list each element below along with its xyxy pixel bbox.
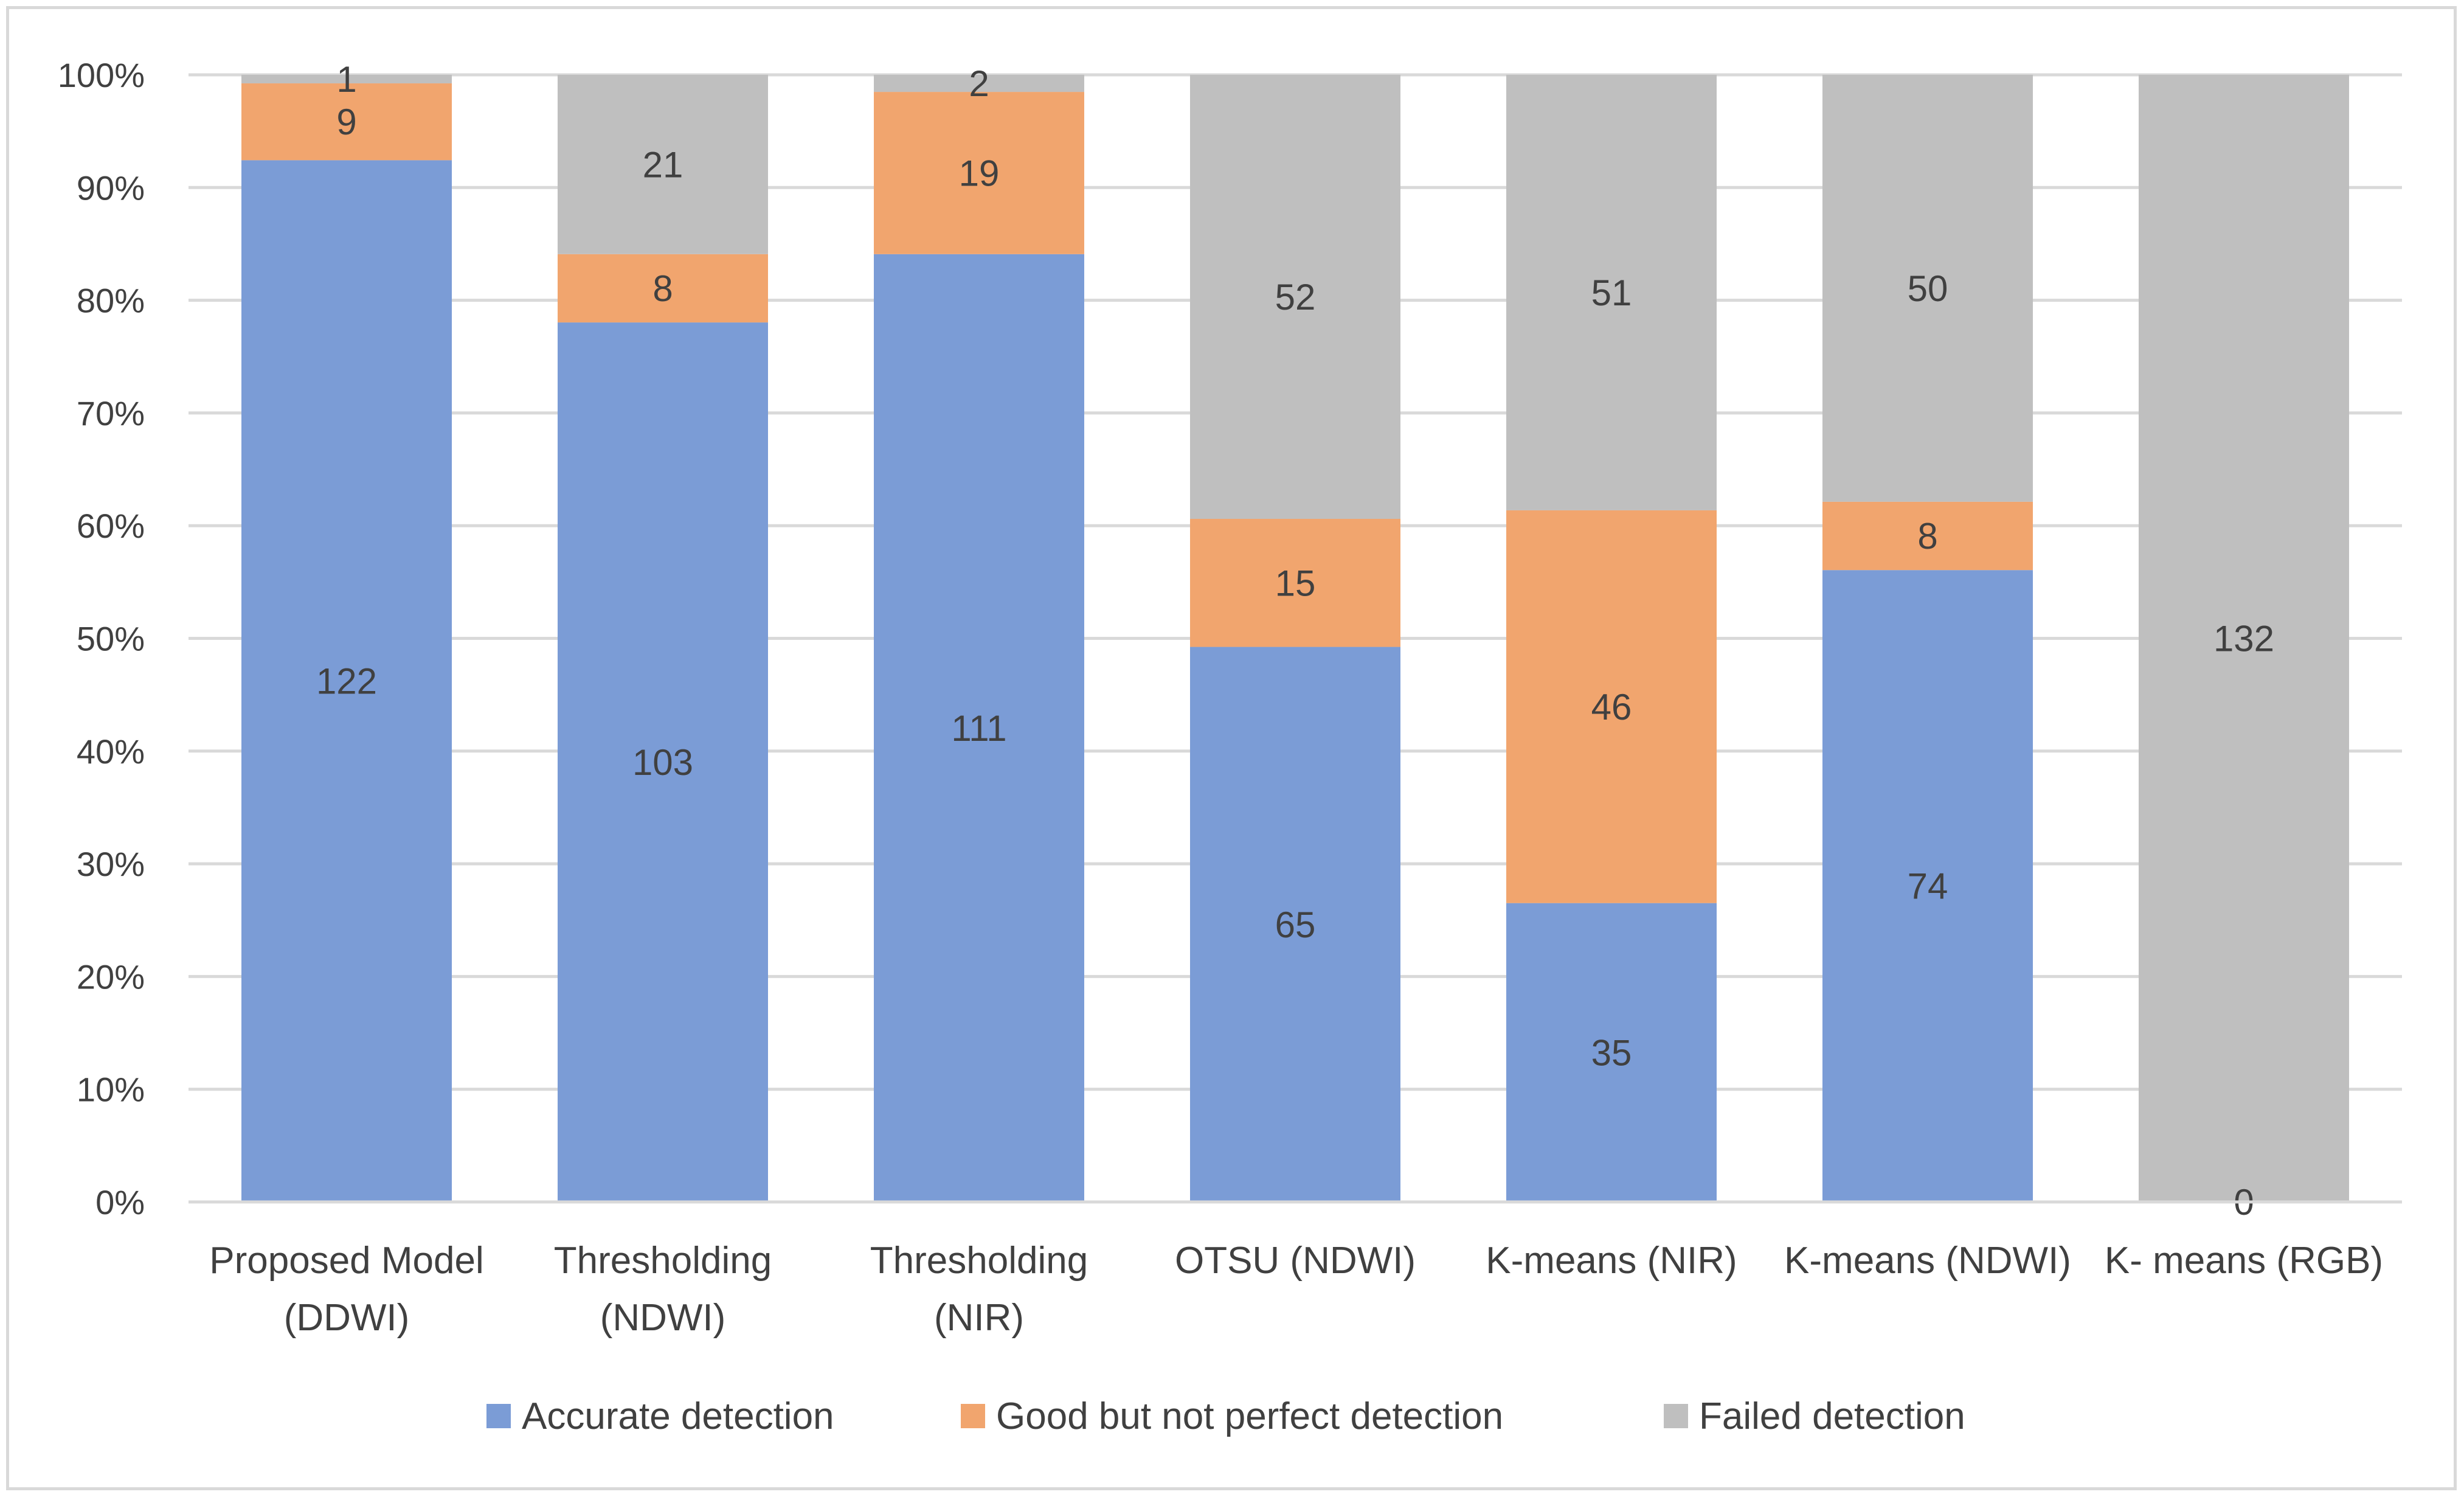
y-tick-label: 10% bbox=[77, 1071, 145, 1109]
y-tick-label: 60% bbox=[77, 507, 145, 545]
x-category-label: (DDWI) bbox=[284, 1297, 410, 1339]
y-tick-label: 30% bbox=[77, 845, 145, 883]
data-label: 51 bbox=[1591, 273, 1632, 313]
legend-label: Accurate detection bbox=[522, 1395, 834, 1437]
bar-segment bbox=[1822, 570, 2033, 1202]
bar-segment bbox=[1190, 518, 1400, 647]
data-label: 15 bbox=[1275, 563, 1316, 603]
bar-segment bbox=[241, 75, 452, 84]
data-label: 132 bbox=[2213, 619, 2274, 659]
y-tick-label: 100% bbox=[58, 56, 145, 94]
y-tick-label: 40% bbox=[77, 732, 145, 771]
x-category-label: OTSU (NDWI) bbox=[1175, 1240, 1416, 1282]
x-axis-category-labels: Proposed Model (DDWI) Thresholding (NDWI) Th… bbox=[209, 1240, 2383, 1339]
bar-segment bbox=[874, 92, 1084, 254]
x-category-label: K-means (NDWI) bbox=[1784, 1240, 2071, 1282]
x-category-label: Thresholding bbox=[554, 1240, 772, 1282]
y-tick-label: 70% bbox=[77, 394, 145, 432]
legend-swatch bbox=[961, 1404, 985, 1428]
data-label: 74 bbox=[1908, 866, 1948, 907]
x-category-label: Thresholding bbox=[870, 1240, 1088, 1282]
bar-segment bbox=[558, 254, 768, 323]
bar-segment bbox=[241, 160, 452, 1202]
data-label: 2 bbox=[969, 63, 989, 104]
y-tick-label: 50% bbox=[77, 620, 145, 658]
data-label: 50 bbox=[1908, 268, 1948, 309]
bar-segment bbox=[2139, 75, 2349, 1202]
data-label: 122 bbox=[316, 661, 377, 702]
data-label: 8 bbox=[1917, 516, 1937, 557]
data-label: 52 bbox=[1275, 277, 1316, 318]
legend-label: Good but not perfect detection bbox=[996, 1395, 1503, 1437]
data-label: 111 bbox=[951, 708, 1006, 749]
bar-segment bbox=[1506, 903, 1717, 1202]
x-category-label: K- means (RGB) bbox=[2105, 1240, 2383, 1282]
data-label: 1 bbox=[336, 59, 356, 100]
data-label: 8 bbox=[652, 268, 673, 309]
x-category-label: K-means (NIR) bbox=[1486, 1240, 1737, 1282]
bar-segment bbox=[1190, 75, 1400, 519]
bar-segment bbox=[1822, 75, 2033, 502]
data-label: 35 bbox=[1591, 1032, 1632, 1073]
bar-segment bbox=[1506, 75, 1717, 510]
legend-swatch bbox=[1664, 1404, 1688, 1428]
data-label: 65 bbox=[1275, 905, 1316, 945]
bar-segment bbox=[558, 75, 768, 254]
data-label: 19 bbox=[959, 153, 1000, 193]
bar-segment bbox=[1506, 510, 1717, 903]
x-category-label: Proposed Model bbox=[209, 1240, 484, 1282]
bar-segment bbox=[1822, 501, 2033, 571]
legend-label: Failed detection bbox=[1699, 1395, 1965, 1437]
x-category-label: (NDWI) bbox=[600, 1297, 726, 1339]
data-label: 9 bbox=[336, 102, 356, 142]
x-category-label: (NIR) bbox=[934, 1297, 1024, 1339]
bars bbox=[241, 75, 2349, 1203]
data-label: 103 bbox=[632, 742, 693, 783]
y-tick-label: 90% bbox=[77, 168, 145, 207]
y-tick-label: 0% bbox=[95, 1183, 145, 1221]
bar-segment bbox=[874, 75, 1084, 92]
y-tick-label: 80% bbox=[77, 282, 145, 320]
y-axis-tick-labels: 0% 10% 20% 30% 40% 50% 60% 70% 80% 90% 100% bbox=[58, 56, 145, 1221]
data-label: 46 bbox=[1591, 687, 1632, 727]
legend: Accurate detection Good but not perfect d… bbox=[486, 1395, 1965, 1437]
bar-segment bbox=[241, 83, 452, 161]
bar-segment bbox=[874, 254, 1084, 1203]
data-label: 21 bbox=[643, 144, 683, 185]
legend-swatch bbox=[486, 1404, 511, 1428]
bar-segment bbox=[1190, 647, 1400, 1202]
bar-segment bbox=[558, 322, 768, 1202]
y-tick-label: 20% bbox=[77, 957, 145, 996]
